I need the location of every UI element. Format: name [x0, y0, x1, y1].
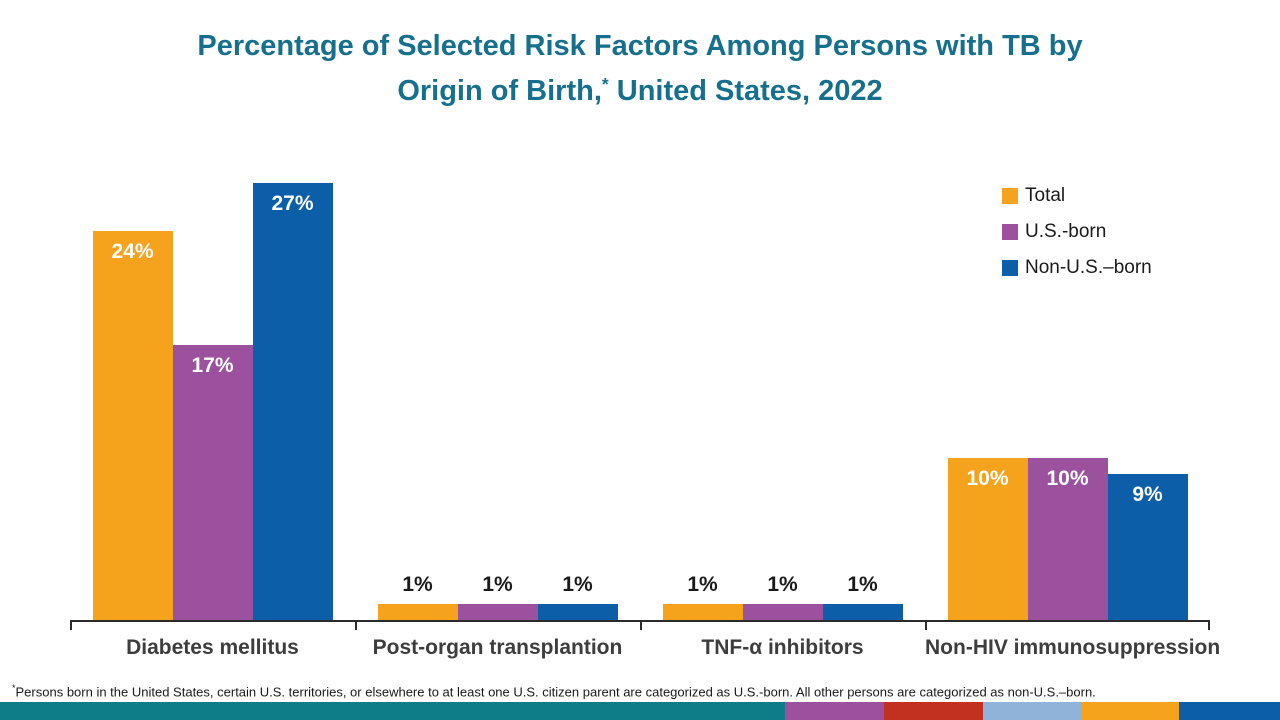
footer-strip-segment-orange: [1081, 702, 1179, 720]
bar-value-label: 17%: [191, 354, 234, 377]
bar-value-label: 24%: [111, 240, 154, 263]
bar-value-label: 27%: [271, 192, 314, 215]
bar-value-label: 1%: [847, 573, 878, 596]
footer-strip-segment-teal: [0, 702, 785, 720]
legend-label-us-born: U.S.-born: [1025, 221, 1107, 242]
bar-total: 24%: [92, 231, 173, 620]
legend-swatch-total: [1002, 188, 1018, 204]
category-label: Post-organ transplantion: [372, 636, 623, 659]
axis-tick: [355, 622, 357, 630]
category-axis-labels: Diabetes mellitus Post-organ transplantio…: [70, 636, 1221, 668]
bar-value-label: 10%: [966, 467, 1009, 490]
legend-swatch-non-us-born: [1002, 260, 1018, 276]
legend-label-total: Total: [1025, 185, 1066, 206]
chart-title-line1: Percentage of Selected Risk Factors Amon…: [197, 30, 1083, 62]
bar-u-s-born: 10%: [1027, 458, 1108, 620]
bar-non-u-s-born: 27%: [252, 183, 333, 620]
bar-value-label: 10%: [1046, 467, 1089, 490]
bar-total: 10%: [947, 458, 1028, 620]
category-label: TNF-α inhibitors: [701, 636, 864, 659]
axis-tick: [640, 622, 642, 630]
legend-item-total: Total: [1002, 185, 1152, 207]
category-band: 10% 10% 9%: [925, 177, 1210, 620]
bar-value-label: 1%: [402, 573, 433, 596]
legend: Total U.S.-born Non-U.S.–born: [1002, 185, 1152, 293]
bar-value-label: 1%: [562, 573, 593, 596]
category-band: 24% 17% 27%: [70, 177, 355, 620]
footnote-text: Persons born in the United States, certa…: [15, 684, 1096, 700]
footer-strip-segment-blue: [1178, 702, 1280, 720]
chart-title-line2: Origin of Birth,* United States, 2022: [397, 74, 883, 107]
axis-tick: [925, 622, 927, 630]
legend-item-us-born: U.S.-born: [1002, 221, 1152, 243]
bar-total: 1%: [377, 573, 458, 620]
category-band: 1% 1% 1%: [355, 177, 640, 620]
legend-item-non-us-born: Non-U.S.–born: [1002, 257, 1152, 279]
bar-total: 1%: [662, 573, 743, 620]
footer-strip-segment-red: [884, 702, 983, 720]
bar-value-label: 1%: [687, 573, 718, 596]
bar-u-s-born: 17%: [172, 345, 253, 620]
bar-value-label: 1%: [482, 573, 513, 596]
bar-value-label: 1%: [767, 573, 798, 596]
bar-value-label: 9%: [1132, 483, 1163, 506]
footnote: *Persons born in the United States, cert…: [12, 683, 1268, 699]
chart-title: Percentage of Selected Risk Factors Amon…: [0, 24, 1280, 117]
footnote-asterisk: *: [12, 683, 16, 693]
plot-area: 24% 17% 27% 1% 1% 1% 1% 1% 1% 10% 10% 9%: [70, 177, 1210, 630]
bar-u-s-born: 1%: [742, 573, 823, 620]
footer-color-strip: [0, 702, 1280, 720]
legend-swatch-us-born: [1002, 224, 1018, 240]
bar-non-u-s-born: 1%: [537, 573, 618, 620]
axis-tick: [1208, 622, 1210, 630]
category-label: Non-HIV immunosuppression: [925, 636, 1221, 659]
footer-strip-segment-purple: [784, 702, 885, 720]
category-band: 1% 1% 1%: [640, 177, 925, 620]
legend-label-non-us-born: Non-U.S.–born: [1025, 257, 1152, 278]
footer-strip-segment-light-blue: [983, 702, 1082, 720]
axis-tick: [70, 622, 72, 630]
bar-non-u-s-born: 9%: [1107, 474, 1188, 620]
bar-u-s-born: 1%: [457, 573, 538, 620]
title-asterisk: *: [601, 74, 609, 95]
bar-non-u-s-born: 1%: [822, 573, 903, 620]
category-label: Diabetes mellitus: [126, 636, 299, 659]
